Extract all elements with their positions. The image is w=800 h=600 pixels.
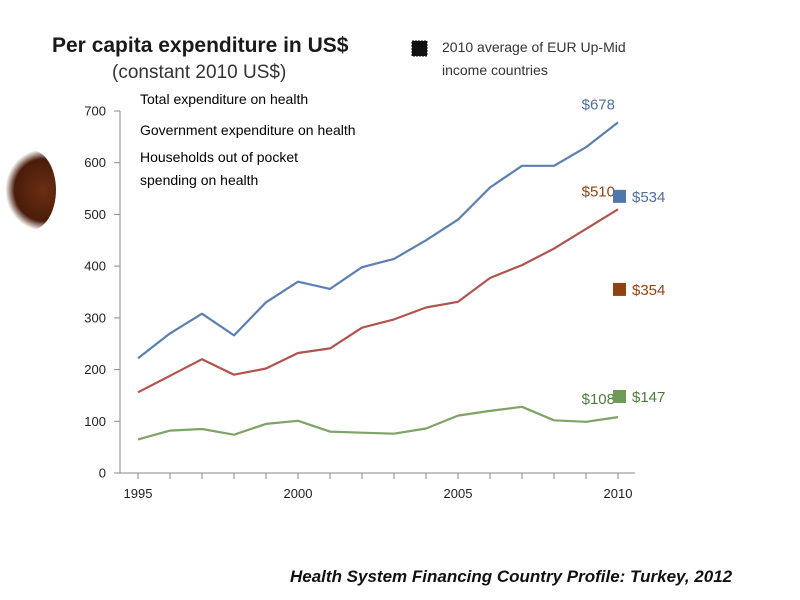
- average-marker-1: [613, 282, 626, 296]
- legend-households-line-1: Households out of pocket: [140, 149, 298, 165]
- y-tick-label: 400: [84, 259, 106, 274]
- y-tick-label: 100: [84, 414, 106, 429]
- legend-households-line-2: spending on health: [140, 172, 258, 188]
- x-tick-label: 1995: [124, 486, 153, 501]
- end-label-0: $678: [582, 96, 615, 113]
- end-label-2: $108: [582, 391, 615, 408]
- y-tick-label: 200: [84, 362, 106, 377]
- y-tick-label: 500: [84, 207, 106, 222]
- average-marker-0: [613, 189, 626, 203]
- y-tick-label: 300: [84, 310, 106, 325]
- average-markers: $534 $354 $147: [613, 189, 665, 406]
- average-note-marker: [411, 40, 428, 57]
- x-tick-label: 2010: [604, 486, 633, 501]
- end-label-1: $510: [582, 183, 615, 200]
- series-line-2: [137, 405, 619, 441]
- chart-subtitle: (constant 2010 US$): [112, 62, 286, 83]
- x-ticks: 1995 2000 2005 2010: [124, 473, 633, 501]
- decorative-blob: [6, 150, 56, 230]
- line-chart: Per capita expenditure in US$ (constant …: [52, 34, 665, 501]
- x-tick-label: 2005: [444, 486, 473, 501]
- y-tick-label: 700: [84, 104, 106, 119]
- legend-total: Total expenditure on health: [140, 91, 308, 107]
- y-tick-label: 0: [99, 466, 106, 481]
- series-lines: $678 $510 $108: [137, 96, 619, 441]
- y-ticks: 0 100 200 300 400 500 600 700: [84, 104, 120, 481]
- source-caption: Health System Financing Country Profile:…: [290, 567, 733, 586]
- average-label-2: $147: [632, 389, 665, 406]
- average-label-1: $354: [632, 282, 665, 299]
- legend-government: Government expenditure on health: [140, 122, 356, 138]
- average-marker-2: [613, 389, 626, 403]
- series-line-0: [137, 121, 619, 360]
- chart-title: Per capita expenditure in US$: [52, 34, 349, 57]
- average-note-line-2: income countries: [442, 62, 548, 78]
- y-tick-label: 600: [84, 155, 106, 170]
- average-note-line-1: 2010 average of EUR Up-Mid: [442, 39, 626, 55]
- average-label-0: $534: [632, 189, 665, 206]
- x-tick-label: 2000: [284, 486, 313, 501]
- series-line-1: [137, 208, 619, 394]
